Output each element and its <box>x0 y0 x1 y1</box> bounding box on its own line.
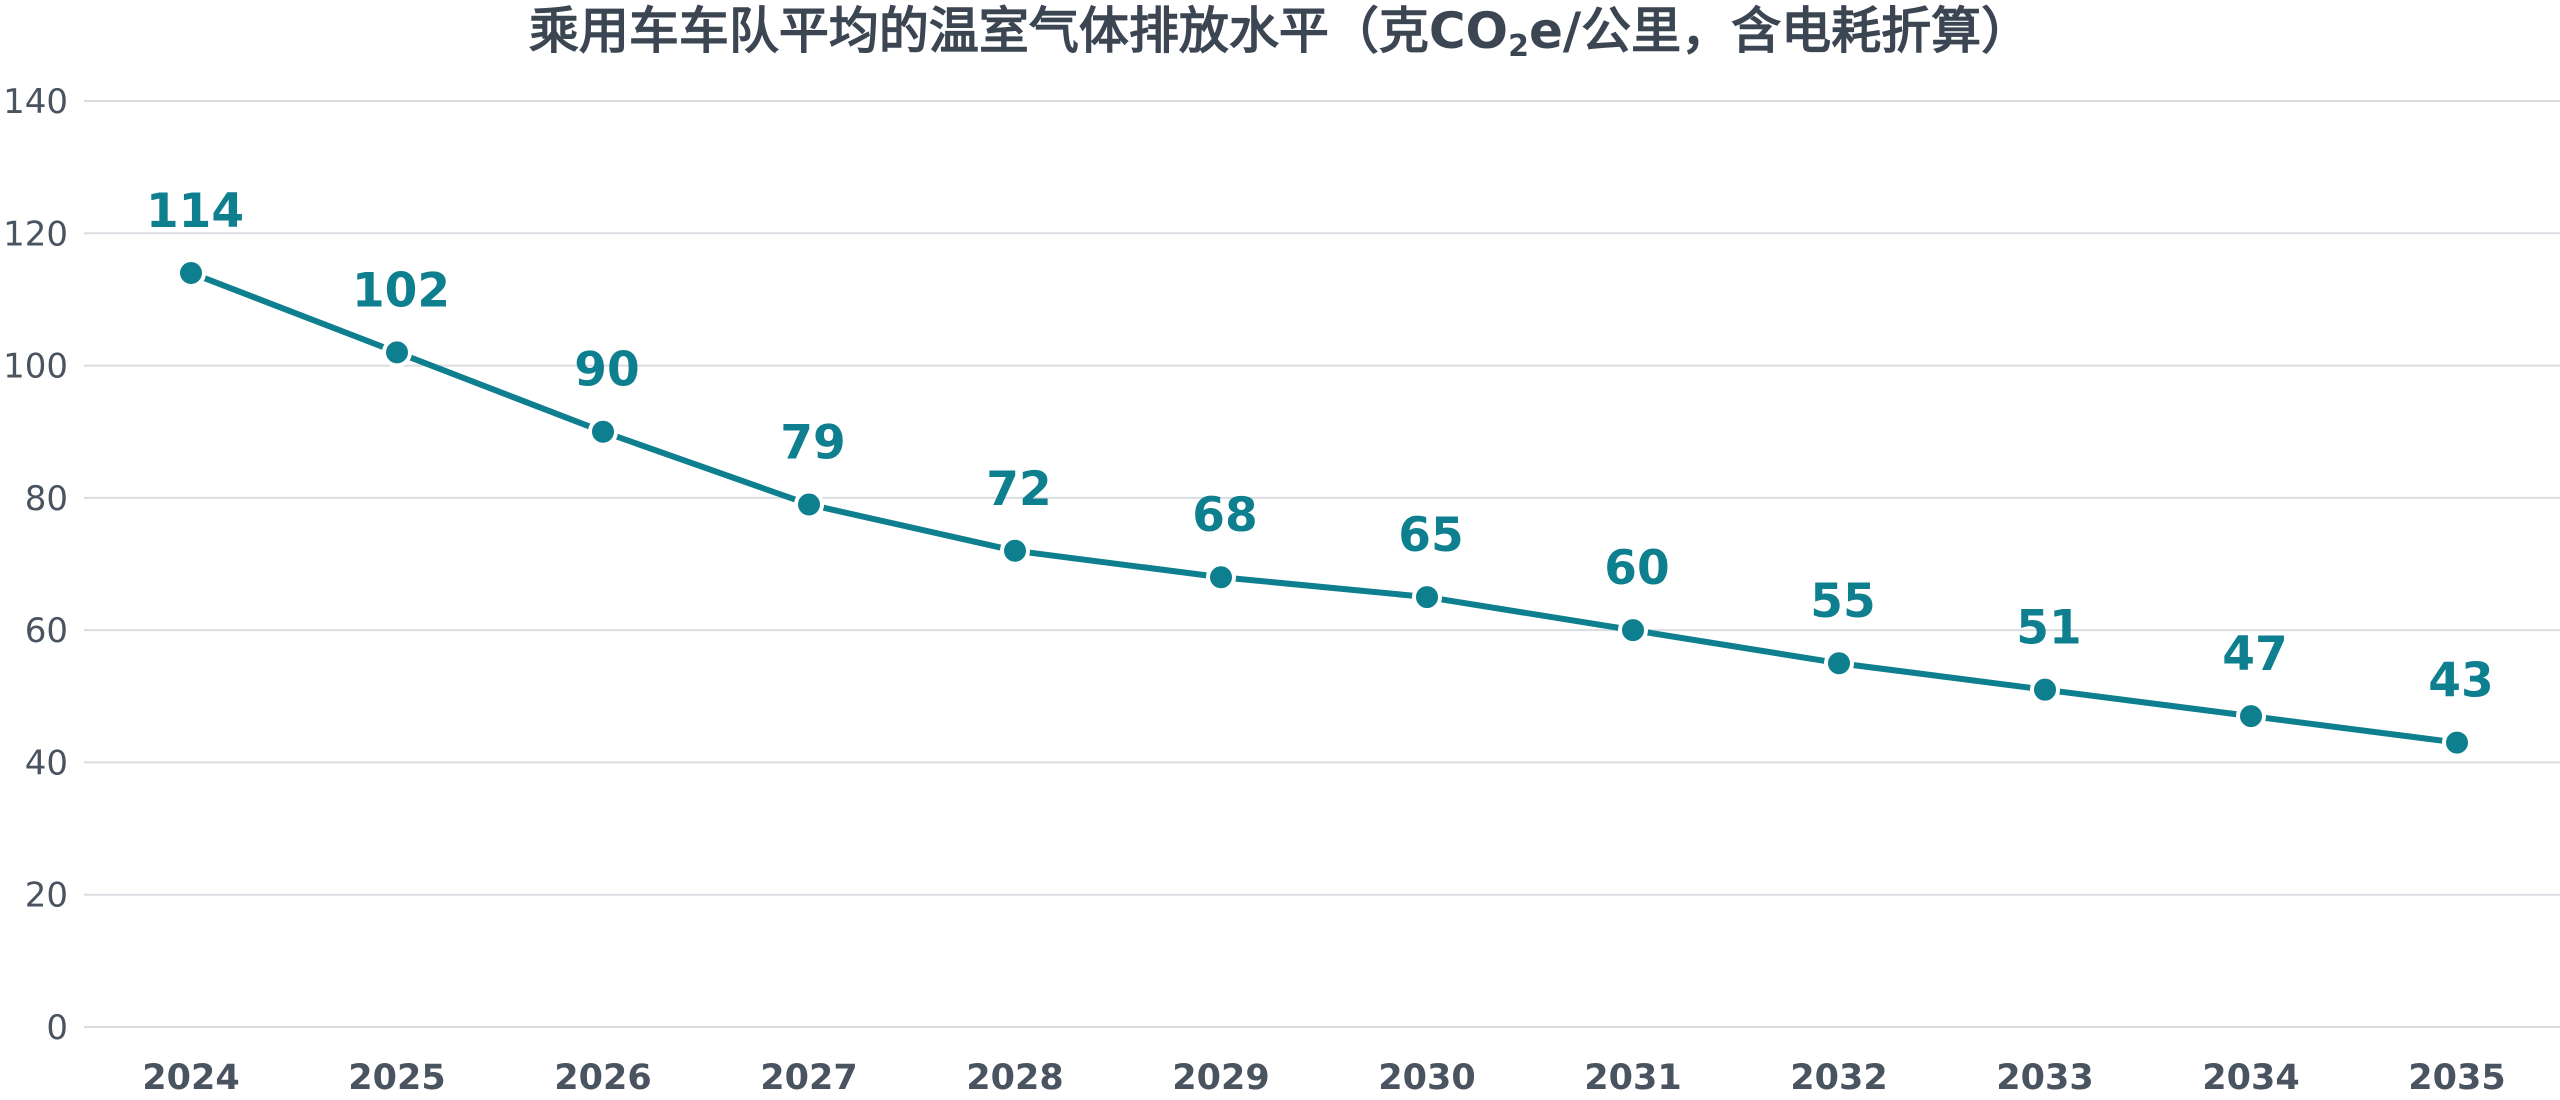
data-label: 79 <box>780 415 845 470</box>
data-label: 114 <box>146 184 244 239</box>
data-label: 65 <box>1398 508 1463 563</box>
chart-title: 乘用车车队平均的温室气体排放水平（克CO2e/公里，含电耗折算） <box>0 0 2560 62</box>
data-point <box>1206 562 1236 593</box>
data-point <box>2442 727 2472 758</box>
data-label: 43 <box>2428 654 2493 709</box>
data-label: 68 <box>1192 488 1257 543</box>
data-point <box>2236 701 2266 732</box>
data-label: 90 <box>574 343 639 398</box>
x-tick-label: 2035 <box>2408 1058 2505 1098</box>
y-tick-label: 120 <box>3 214 68 254</box>
data-point <box>1000 535 1030 566</box>
y-tick-label: 140 <box>3 82 68 122</box>
x-tick-label: 2030 <box>1378 1058 1475 1098</box>
y-tick-label: 20 <box>25 876 68 916</box>
x-tick-label: 2032 <box>1790 1058 1887 1098</box>
y-tick-label: 100 <box>3 347 68 387</box>
data-point <box>382 337 412 368</box>
x-tick-label: 2031 <box>1584 1058 1681 1098</box>
data-label: 72 <box>986 462 1051 517</box>
chart-title-unit: e/公里，含电耗折算） <box>1528 2 2032 60</box>
x-tick-label: 2033 <box>1996 1058 2093 1098</box>
data-point <box>794 489 824 520</box>
series-line <box>188 269 2460 746</box>
data-point <box>2030 674 2060 705</box>
series-layer <box>176 257 2472 758</box>
grid-lines <box>84 100 2560 1028</box>
data-point <box>1618 615 1648 646</box>
y-tick-label: 0 <box>46 1008 68 1048</box>
data-point <box>1824 648 1854 679</box>
data-label: 60 <box>1604 541 1669 596</box>
data-point <box>176 257 206 288</box>
data-label: 55 <box>1810 574 1875 629</box>
x-tick-label: 2028 <box>966 1058 1063 1098</box>
y-axis-ticks: 0 20 40 60 80 100 120 140 <box>3 82 68 1048</box>
data-label: 51 <box>2016 601 2081 656</box>
x-tick-label: 2025 <box>348 1058 445 1098</box>
data-point <box>1412 582 1442 613</box>
x-tick-label: 2029 <box>1172 1058 1269 1098</box>
x-tick-label: 2034 <box>2202 1058 2299 1098</box>
x-tick-label: 2026 <box>554 1058 651 1098</box>
x-tick-label: 2027 <box>760 1058 857 1098</box>
x-axis-ticks: 2024 2025 2026 2027 2028 2029 2030 2031 2032 2033… <box>142 1058 2505 1098</box>
data-label: 102 <box>352 263 450 318</box>
y-tick-label: 60 <box>25 611 68 651</box>
chart-title-main: 乘用车车队平均的温室气体排放水平（克CO <box>528 2 1509 60</box>
y-tick-label: 80 <box>25 479 68 519</box>
data-label: 47 <box>2222 627 2287 682</box>
data-labels: 114 102 90 79 72 68 65 60 55 51 47 43 <box>146 184 2494 709</box>
data-point <box>588 416 618 447</box>
y-tick-label: 40 <box>25 743 68 783</box>
x-tick-label: 2024 <box>142 1058 239 1098</box>
chart-title-subscript: 2 <box>1508 29 1529 64</box>
